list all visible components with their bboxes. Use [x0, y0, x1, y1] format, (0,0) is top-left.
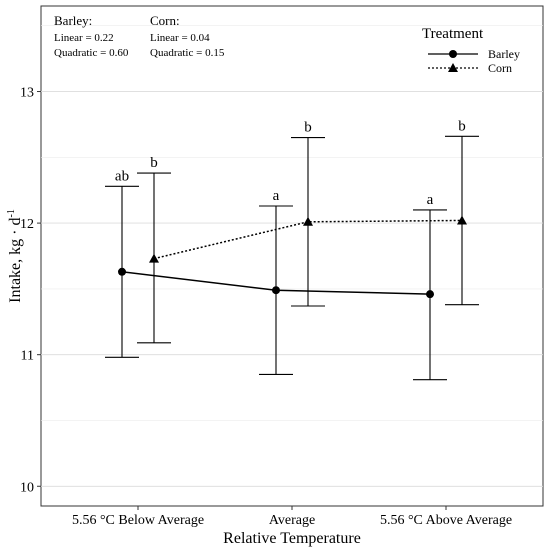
- gridlines: [41, 25, 543, 487]
- barley-point: [426, 290, 434, 299]
- legend-title: Treatment: [422, 26, 484, 42]
- corn-significance-letter: b: [150, 155, 158, 171]
- y-tick-label: 11: [21, 349, 34, 364]
- y-axis-title-main: Intake, kg · d: [7, 218, 24, 303]
- plot-panel: [40, 5, 544, 507]
- corn-linear-stat: Linear = 0.04: [150, 32, 210, 44]
- barley-point: [118, 267, 126, 276]
- legend-corn-label: Corn: [488, 61, 512, 75]
- y-axis: 10 11 12 13: [20, 86, 41, 495]
- corn-point: [457, 215, 467, 225]
- legend-barley-label: Barley: [488, 47, 520, 61]
- barley-significance-letter: a: [427, 192, 434, 208]
- corn-series-line: [153, 219, 463, 260]
- x-tick-label: Average: [269, 513, 315, 528]
- corn-stats-title: Corn:: [150, 13, 180, 28]
- y-tick-label: 13: [20, 86, 34, 101]
- barley-quadratic-stat: Quadratic = 0.60: [54, 47, 129, 59]
- corn-significance-letter: b: [304, 120, 312, 136]
- barley-significance-letter: a: [273, 188, 280, 204]
- y-tick-label: 12: [20, 217, 34, 232]
- corn-point: [303, 216, 313, 226]
- corn-quadratic-stat: Quadratic = 0.15: [150, 47, 225, 59]
- x-tick-label: 5.56 °C Above Average: [380, 513, 512, 528]
- barley-linear-stat: Linear = 0.22: [54, 32, 114, 44]
- corn-significance-letter: b: [458, 118, 466, 134]
- significance-letters: aba abb b: [115, 118, 466, 208]
- legend-barley-marker: [449, 50, 457, 58]
- series-markers: [118, 215, 467, 299]
- y-axis-title: Intake, kg · d-1: [6, 209, 24, 303]
- barley-significance-letter: ab: [115, 168, 129, 184]
- y-axis-title-superscript: -1: [6, 209, 17, 217]
- barley-point: [272, 286, 280, 295]
- y-tick-label: 10: [20, 480, 34, 495]
- x-axis: 5.56 °C Below Average Average 5.56 °C Abov…: [72, 506, 512, 528]
- error-bars: [105, 135, 479, 381]
- legend-corn-marker: [448, 63, 458, 72]
- legend: Treatment Barley Corn: [422, 26, 520, 75]
- series-lines: [121, 219, 463, 295]
- x-axis-title: Relative Temperature: [223, 530, 361, 547]
- barley-stats-title: Barley:: [54, 13, 92, 28]
- corn-point: [149, 253, 159, 263]
- x-tick-label: 5.56 °C Below Average: [72, 513, 204, 528]
